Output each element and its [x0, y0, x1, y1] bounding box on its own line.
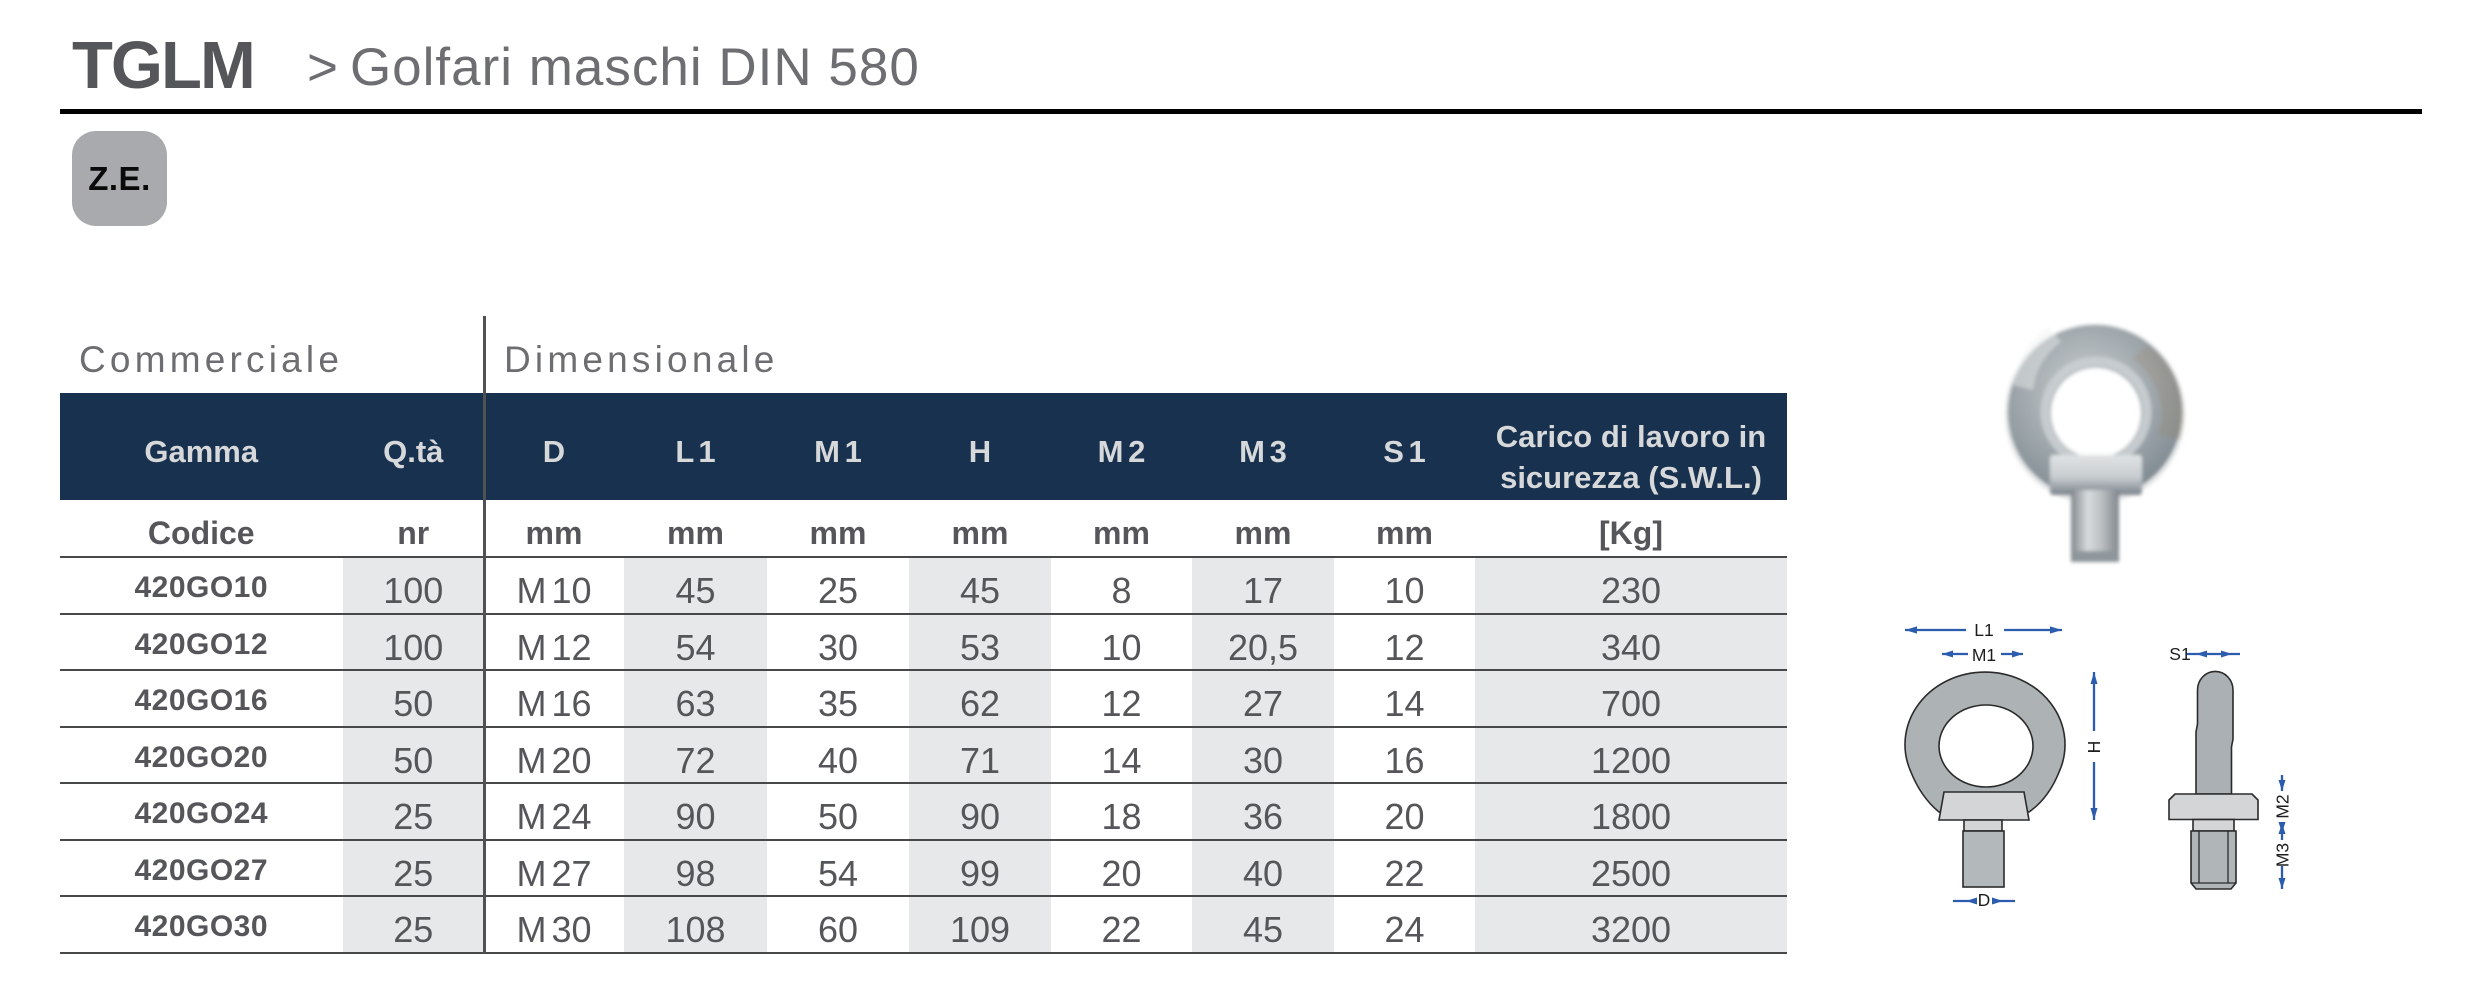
- svg-text:H: H: [2084, 741, 2104, 754]
- svg-text:L1: L1: [1974, 620, 1993, 640]
- svg-text:M1: M1: [1972, 645, 1996, 665]
- svg-text:S1: S1: [2169, 644, 2190, 664]
- svg-text:M2: M2: [2273, 794, 2293, 818]
- svg-text:M3: M3: [2273, 843, 2293, 867]
- svg-text:D: D: [1978, 890, 1991, 910]
